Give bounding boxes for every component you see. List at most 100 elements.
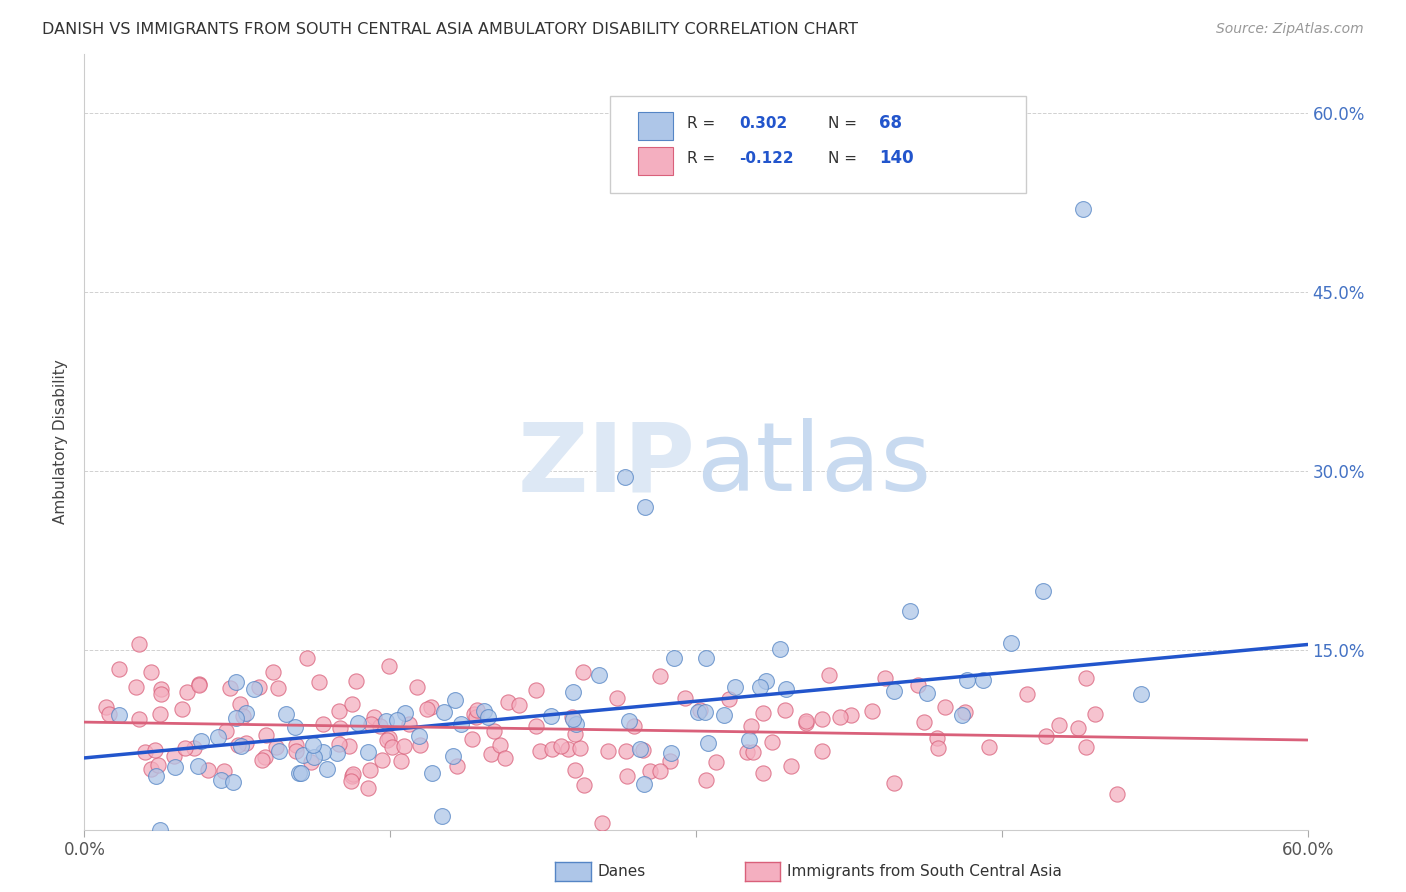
Point	[1084, 706, 1107, 721]
Point	[934, 700, 956, 714]
Point	[623, 719, 645, 733]
Point	[328, 704, 350, 718]
Point	[176, 685, 198, 699]
Point	[738, 732, 761, 747]
Text: R =: R =	[688, 151, 720, 166]
Point	[420, 700, 443, 714]
Point	[420, 765, 443, 780]
Text: Danes: Danes	[598, 864, 645, 879]
Point	[188, 678, 211, 692]
Point	[572, 665, 595, 680]
Point	[267, 681, 290, 695]
Point	[724, 680, 747, 694]
Point	[432, 808, 454, 822]
Point	[1073, 202, 1095, 216]
Point	[752, 706, 775, 720]
Point	[316, 762, 339, 776]
Point	[794, 714, 817, 728]
Point	[956, 673, 979, 687]
Point	[385, 713, 408, 727]
Point	[408, 729, 430, 743]
Point	[337, 739, 360, 753]
Point	[907, 678, 929, 692]
Point	[860, 704, 883, 718]
Point	[749, 680, 772, 694]
Point	[794, 716, 817, 731]
Point	[360, 717, 382, 731]
Point	[98, 706, 121, 721]
Point	[482, 723, 505, 738]
Point	[695, 650, 717, 665]
Point	[284, 744, 307, 758]
Point	[633, 777, 655, 791]
Point	[662, 651, 685, 665]
Point	[564, 727, 586, 741]
Point	[713, 707, 735, 722]
Point	[638, 764, 661, 778]
Text: 140: 140	[880, 149, 914, 168]
Point	[472, 704, 495, 718]
Point	[648, 764, 671, 779]
Bar	[638, 112, 672, 140]
Bar	[638, 147, 672, 175]
Point	[574, 778, 596, 792]
Point	[529, 744, 551, 758]
Point	[1015, 686, 1038, 700]
Point	[977, 739, 1000, 754]
Point	[755, 673, 778, 688]
Point	[562, 712, 585, 726]
Point	[927, 741, 949, 756]
Point	[187, 758, 209, 772]
Point	[108, 662, 131, 676]
Point	[250, 753, 273, 767]
Point	[810, 712, 832, 726]
Point	[149, 681, 172, 696]
Point	[190, 733, 212, 747]
Point	[1032, 583, 1054, 598]
Point	[143, 743, 166, 757]
Point	[394, 739, 416, 753]
Point	[295, 651, 318, 665]
Point	[883, 775, 905, 789]
Point	[561, 685, 583, 699]
Point	[377, 733, 399, 747]
Point	[444, 693, 467, 707]
Point	[139, 762, 162, 776]
Point	[108, 708, 131, 723]
Point	[489, 738, 512, 752]
Point	[235, 736, 257, 750]
Point	[898, 603, 921, 617]
Point	[735, 745, 758, 759]
Point	[212, 764, 235, 778]
Point	[398, 717, 420, 731]
Text: atlas: atlas	[696, 418, 931, 511]
Point	[673, 691, 696, 706]
Point	[340, 773, 363, 788]
Point	[616, 769, 638, 783]
Point	[276, 706, 298, 721]
Point	[232, 708, 254, 723]
Point	[134, 745, 156, 759]
Point	[222, 774, 245, 789]
Point	[229, 697, 252, 711]
Point	[356, 780, 378, 795]
Point	[363, 710, 385, 724]
Point	[163, 748, 186, 763]
Point	[325, 747, 347, 761]
Point	[955, 705, 977, 719]
Point	[302, 750, 325, 764]
Point	[606, 690, 628, 705]
Text: N =: N =	[828, 116, 862, 131]
Point	[125, 681, 148, 695]
Point	[564, 763, 586, 777]
Point	[267, 744, 290, 758]
Point	[128, 712, 150, 726]
Point	[329, 721, 352, 735]
Point	[1105, 788, 1128, 802]
Point	[524, 682, 547, 697]
Point	[950, 708, 973, 723]
Point	[1047, 718, 1070, 732]
Point	[346, 715, 368, 730]
Point	[508, 698, 530, 713]
Point	[405, 681, 427, 695]
